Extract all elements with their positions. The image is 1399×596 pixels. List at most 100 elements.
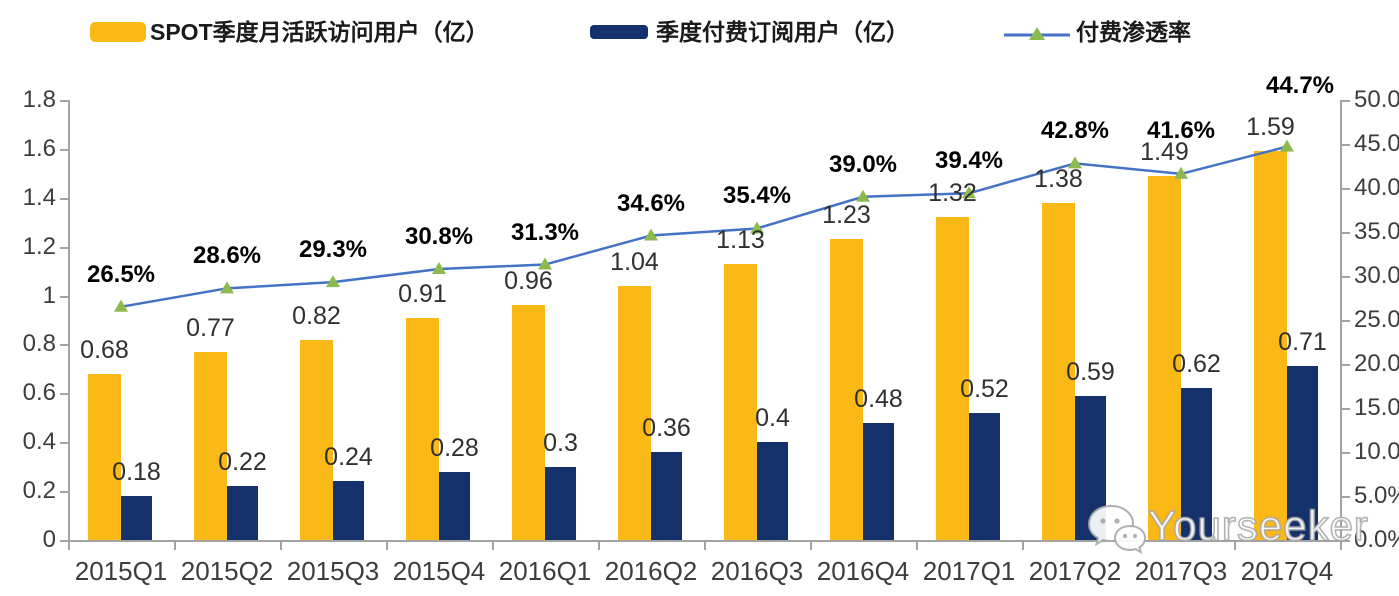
y-axis-right-tick-label: 40.0%	[1354, 174, 1399, 201]
y-axis-right-tick	[1342, 540, 1350, 542]
bar-value-label: 0.18	[112, 458, 161, 486]
penetration-value-label: 30.8%	[404, 222, 474, 250]
penetration-marker	[962, 186, 976, 199]
legend-label-mau: SPOT季度月活跃访问用户（亿）	[150, 19, 489, 45]
watermark-text: Yourseeker	[1147, 501, 1369, 550]
bar-subscribers-2016Q4	[863, 422, 894, 540]
bar-mau-2017Q2	[1042, 202, 1075, 540]
bar-mau-2016Q2	[618, 285, 651, 540]
y-axis-left-tick	[60, 148, 68, 151]
bar-mau-2017Q1	[936, 217, 969, 540]
bar-value-label: 0.71	[1278, 328, 1327, 357]
y-axis-right-tick-label: 0.0%	[1354, 526, 1399, 553]
bar-value-label: 1.23	[822, 201, 871, 230]
x-axis-tick	[174, 542, 176, 550]
bar-value-label: 0.48	[854, 384, 903, 413]
bar-value-label: 0.59	[1066, 357, 1115, 386]
y-axis-left-tick	[60, 393, 68, 396]
y-axis-right-tick	[1342, 232, 1350, 234]
bar-value-label: 0.4	[755, 404, 790, 433]
bar-mau-2016Q4	[830, 239, 863, 540]
penetration-value-label: 28.6%	[192, 242, 262, 270]
bar-value-label: 0.22	[218, 448, 267, 477]
y-axis-left-tick-label: 0.2	[22, 477, 56, 505]
y-axis-right-tick-label: 45.0%	[1354, 130, 1399, 157]
watermark: Yourseeker	[1086, 500, 1399, 560]
bar-mau-2017Q4	[1254, 151, 1287, 540]
y-axis-right-tick-label: 10.0%	[1354, 438, 1399, 465]
x-axis-category-label: 2015Q2	[180, 556, 274, 586]
y-axis-right-tick	[1342, 320, 1350, 322]
bar-subscribers-2016Q1	[545, 466, 576, 540]
penetration-marker	[432, 261, 446, 274]
x-axis-category-label: 2016Q3	[710, 556, 804, 586]
y-axis-left-tick	[60, 491, 68, 494]
y-axis-left-tick-label: 0.4	[22, 428, 56, 456]
y-axis-left-tick-label: 1.8	[22, 86, 56, 113]
legend-swatch-mau	[90, 22, 146, 42]
y-axis-left-tick	[60, 100, 68, 102]
bar-subscribers-2015Q1	[121, 496, 152, 540]
bar-subscribers-2015Q4	[439, 471, 470, 540]
bar-subscribers-2017Q1	[969, 412, 1000, 540]
bar-mau-2016Q3	[724, 263, 757, 540]
bar-mau-2016Q1	[512, 305, 545, 540]
y-axis-right-tick	[1342, 188, 1350, 190]
y-axis-right-tick-label: 5.0%	[1354, 482, 1399, 509]
x-axis-tick	[280, 542, 282, 550]
bar-mau-2017Q3	[1148, 175, 1181, 540]
penetration-marker	[856, 189, 870, 202]
penetration-line	[120, 145, 1288, 309]
y-axis-right-tick	[1342, 408, 1350, 410]
y-axis-left-tick	[60, 246, 68, 249]
y-axis-right-tick	[1342, 364, 1350, 366]
bar-value-label: 1.13	[716, 225, 765, 254]
y-axis-right	[1340, 100, 1342, 542]
x-axis-tick	[1022, 542, 1024, 550]
y-axis-left-tick-label: 1	[42, 281, 56, 309]
x-axis-tick	[1234, 542, 1236, 550]
legend-swatch-subscribers	[590, 25, 648, 39]
y-axis-left-tick-label: 0	[42, 526, 56, 553]
bar-subscribers-2015Q3	[333, 481, 364, 540]
x-axis-category-label: 2016Q4	[816, 556, 910, 586]
y-axis-right-tick	[1342, 452, 1350, 454]
penetration-marker	[1280, 139, 1294, 152]
x-axis-category-label: 2017Q1	[922, 556, 1016, 586]
penetration-marker	[750, 221, 764, 234]
bar-value-label: 1.32	[928, 179, 977, 208]
y-axis-right-tick-label: 15.0%	[1354, 394, 1399, 421]
wechat-icon	[1087, 504, 1146, 555]
y-axis-left-tick	[60, 295, 68, 298]
penetration-value-label: 35.4%	[722, 182, 792, 210]
penetration-marker	[1174, 166, 1188, 179]
y-axis-left-tick	[60, 540, 68, 542]
bar-value-label: 0.68	[80, 335, 129, 364]
penetration-value-label: 26.5%	[86, 260, 156, 288]
y-axis-left-tick	[60, 344, 68, 347]
x-axis-tick	[704, 542, 706, 550]
bar-value-label: 1.38	[1034, 164, 1083, 193]
bar-value-label: 0.28	[430, 433, 479, 462]
legend-label-penetration: 付费渗透率	[1076, 19, 1191, 45]
bar-value-label: 0.82	[292, 301, 341, 330]
y-axis-right-tick	[1342, 496, 1350, 498]
penetration-value-label: 39.4%	[934, 147, 1004, 175]
x-axis	[68, 540, 1342, 542]
penetration-value-label: 39.0%	[828, 150, 898, 178]
y-axis-right-tick-label: 30.0%	[1354, 262, 1399, 289]
penetration-marker	[326, 275, 340, 288]
bar-value-label: 0.3	[543, 428, 578, 457]
bar-subscribers-2017Q3	[1181, 388, 1212, 540]
x-axis-tick	[810, 542, 812, 550]
bar-value-label: 1.59	[1246, 113, 1295, 142]
x-axis-tick	[916, 542, 918, 550]
bar-value-label: 1.04	[610, 247, 659, 276]
bar-value-label: 0.96	[504, 267, 553, 296]
penetration-marker	[220, 281, 234, 294]
y-axis-left-tick	[60, 197, 68, 200]
y-axis-right-tick-label: 25.0%	[1354, 306, 1399, 333]
bar-value-label: 0.36	[642, 414, 691, 442]
